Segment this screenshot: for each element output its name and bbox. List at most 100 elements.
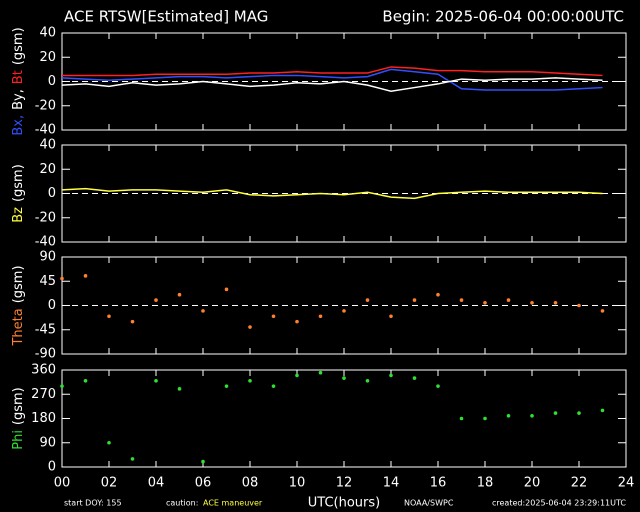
- data-point: [177, 387, 182, 391]
- data-point: [60, 276, 64, 281]
- data-point: [600, 309, 605, 313]
- data-point: [130, 457, 135, 461]
- data-point: [436, 384, 440, 388]
- caution: caution:: [166, 499, 198, 508]
- x-tick-label: 12: [336, 476, 353, 491]
- y-label-part: (gsm): [11, 265, 26, 303]
- data-point: [389, 373, 393, 378]
- data-point: [154, 298, 158, 302]
- data-point: [389, 314, 393, 319]
- data-point: [201, 459, 205, 464]
- y-tick-label: 20: [39, 50, 56, 65]
- data-point: [530, 414, 534, 418]
- series-line: [61, 77, 603, 92]
- data-point: [436, 292, 440, 297]
- data-point: [83, 378, 88, 383]
- chart-title: ACE RTSW[Estimated] MAG: [64, 8, 268, 26]
- y-tick-label: 40: [39, 26, 56, 41]
- y-tick-label: 0: [48, 74, 56, 89]
- data-point: [224, 287, 229, 292]
- data-point: [248, 378, 252, 383]
- data-point: [107, 314, 111, 319]
- data-point: [295, 373, 299, 378]
- start-doy: start DOY: 155: [64, 499, 122, 508]
- y-tick-label: -40: [35, 123, 56, 138]
- data-point: [295, 319, 299, 324]
- x-axis-label: UTC(hours): [308, 496, 380, 511]
- data-point: [577, 411, 581, 415]
- y-tick-label: 180: [31, 411, 56, 426]
- y-tick-label: 0: [48, 298, 56, 313]
- data-point: [459, 298, 464, 302]
- y-axis-label: Theta (gsm): [11, 265, 26, 346]
- x-tick-label: 16: [430, 476, 447, 491]
- y-tick-label: 90: [39, 250, 56, 265]
- data-point: [318, 370, 323, 375]
- data-point: [248, 325, 252, 329]
- y-tick-label: 0: [48, 460, 56, 475]
- data-point: [107, 440, 111, 445]
- x-tick-label: 20: [524, 476, 541, 491]
- series-line: [61, 68, 603, 91]
- y-axis-label: Bx, By, Bt (gsm): [11, 27, 26, 135]
- data-point: [530, 301, 534, 305]
- y-tick-label: 90: [39, 435, 56, 450]
- x-tick-label: 10: [289, 476, 306, 491]
- y-tick-label: -40: [35, 235, 56, 250]
- y-tick-label: 45: [39, 274, 56, 289]
- x-tick-label: 06: [195, 476, 212, 491]
- data-point: [342, 376, 346, 380]
- x-tick-label: 18: [477, 476, 494, 491]
- x-tick-label: 24: [618, 476, 635, 491]
- data-point: [271, 314, 276, 319]
- y-label-part: (gsm): [11, 164, 26, 202]
- y-tick-label: 270: [31, 387, 56, 402]
- data-point: [224, 384, 229, 388]
- data-point: [459, 416, 464, 421]
- source: NOAA/SWPC: [404, 499, 454, 508]
- data-point: [83, 274, 88, 278]
- data-point: [365, 298, 370, 302]
- data-point: [600, 408, 605, 413]
- data-point: [483, 416, 487, 421]
- y-label-part: Bt: [11, 70, 26, 84]
- x-tick-label: 02: [101, 476, 118, 491]
- created: created:2025-06-04 23:29:11UTC: [492, 499, 626, 508]
- begin-time: Begin: 2025-06-04 00:00:00UTC: [382, 8, 624, 26]
- x-tick-label: 22: [571, 476, 588, 491]
- y-label-part: Bz: [11, 207, 26, 223]
- x-tick-label: 00: [54, 476, 71, 491]
- y-label-part: By,: [11, 89, 26, 110]
- y-label-part: (gsm): [11, 387, 26, 425]
- y-tick-label: -90: [35, 347, 56, 362]
- maneuver: ACE maneuver: [203, 499, 263, 508]
- data-point: [318, 314, 323, 319]
- y-tick-label: 360: [31, 363, 56, 378]
- x-tick-label: 14: [383, 476, 400, 491]
- data-point: [130, 319, 135, 324]
- data-point: [553, 411, 558, 415]
- data-point: [177, 292, 182, 297]
- data-point: [577, 303, 581, 308]
- y-axis-label: Bz (gsm): [11, 164, 26, 223]
- y-tick-label: -45: [35, 322, 56, 337]
- y-axis-label: Phi (gsm): [11, 387, 26, 450]
- x-tick-label: 08: [242, 476, 259, 491]
- data-point: [201, 309, 205, 313]
- data-point: [553, 301, 558, 305]
- y-tick-label: -20: [35, 98, 56, 113]
- y-tick-label: 20: [39, 162, 56, 177]
- data-point: [60, 384, 64, 388]
- data-point: [412, 298, 417, 302]
- series-line: [61, 187, 603, 200]
- data-point: [483, 301, 487, 305]
- data-point: [506, 414, 511, 418]
- data-point: [271, 384, 276, 388]
- series-line: [62, 66, 603, 77]
- y-tick-label: 0: [48, 186, 56, 201]
- x-tick-label: 04: [148, 476, 165, 491]
- data-point: [412, 376, 417, 380]
- y-label-part: Phi: [11, 430, 26, 450]
